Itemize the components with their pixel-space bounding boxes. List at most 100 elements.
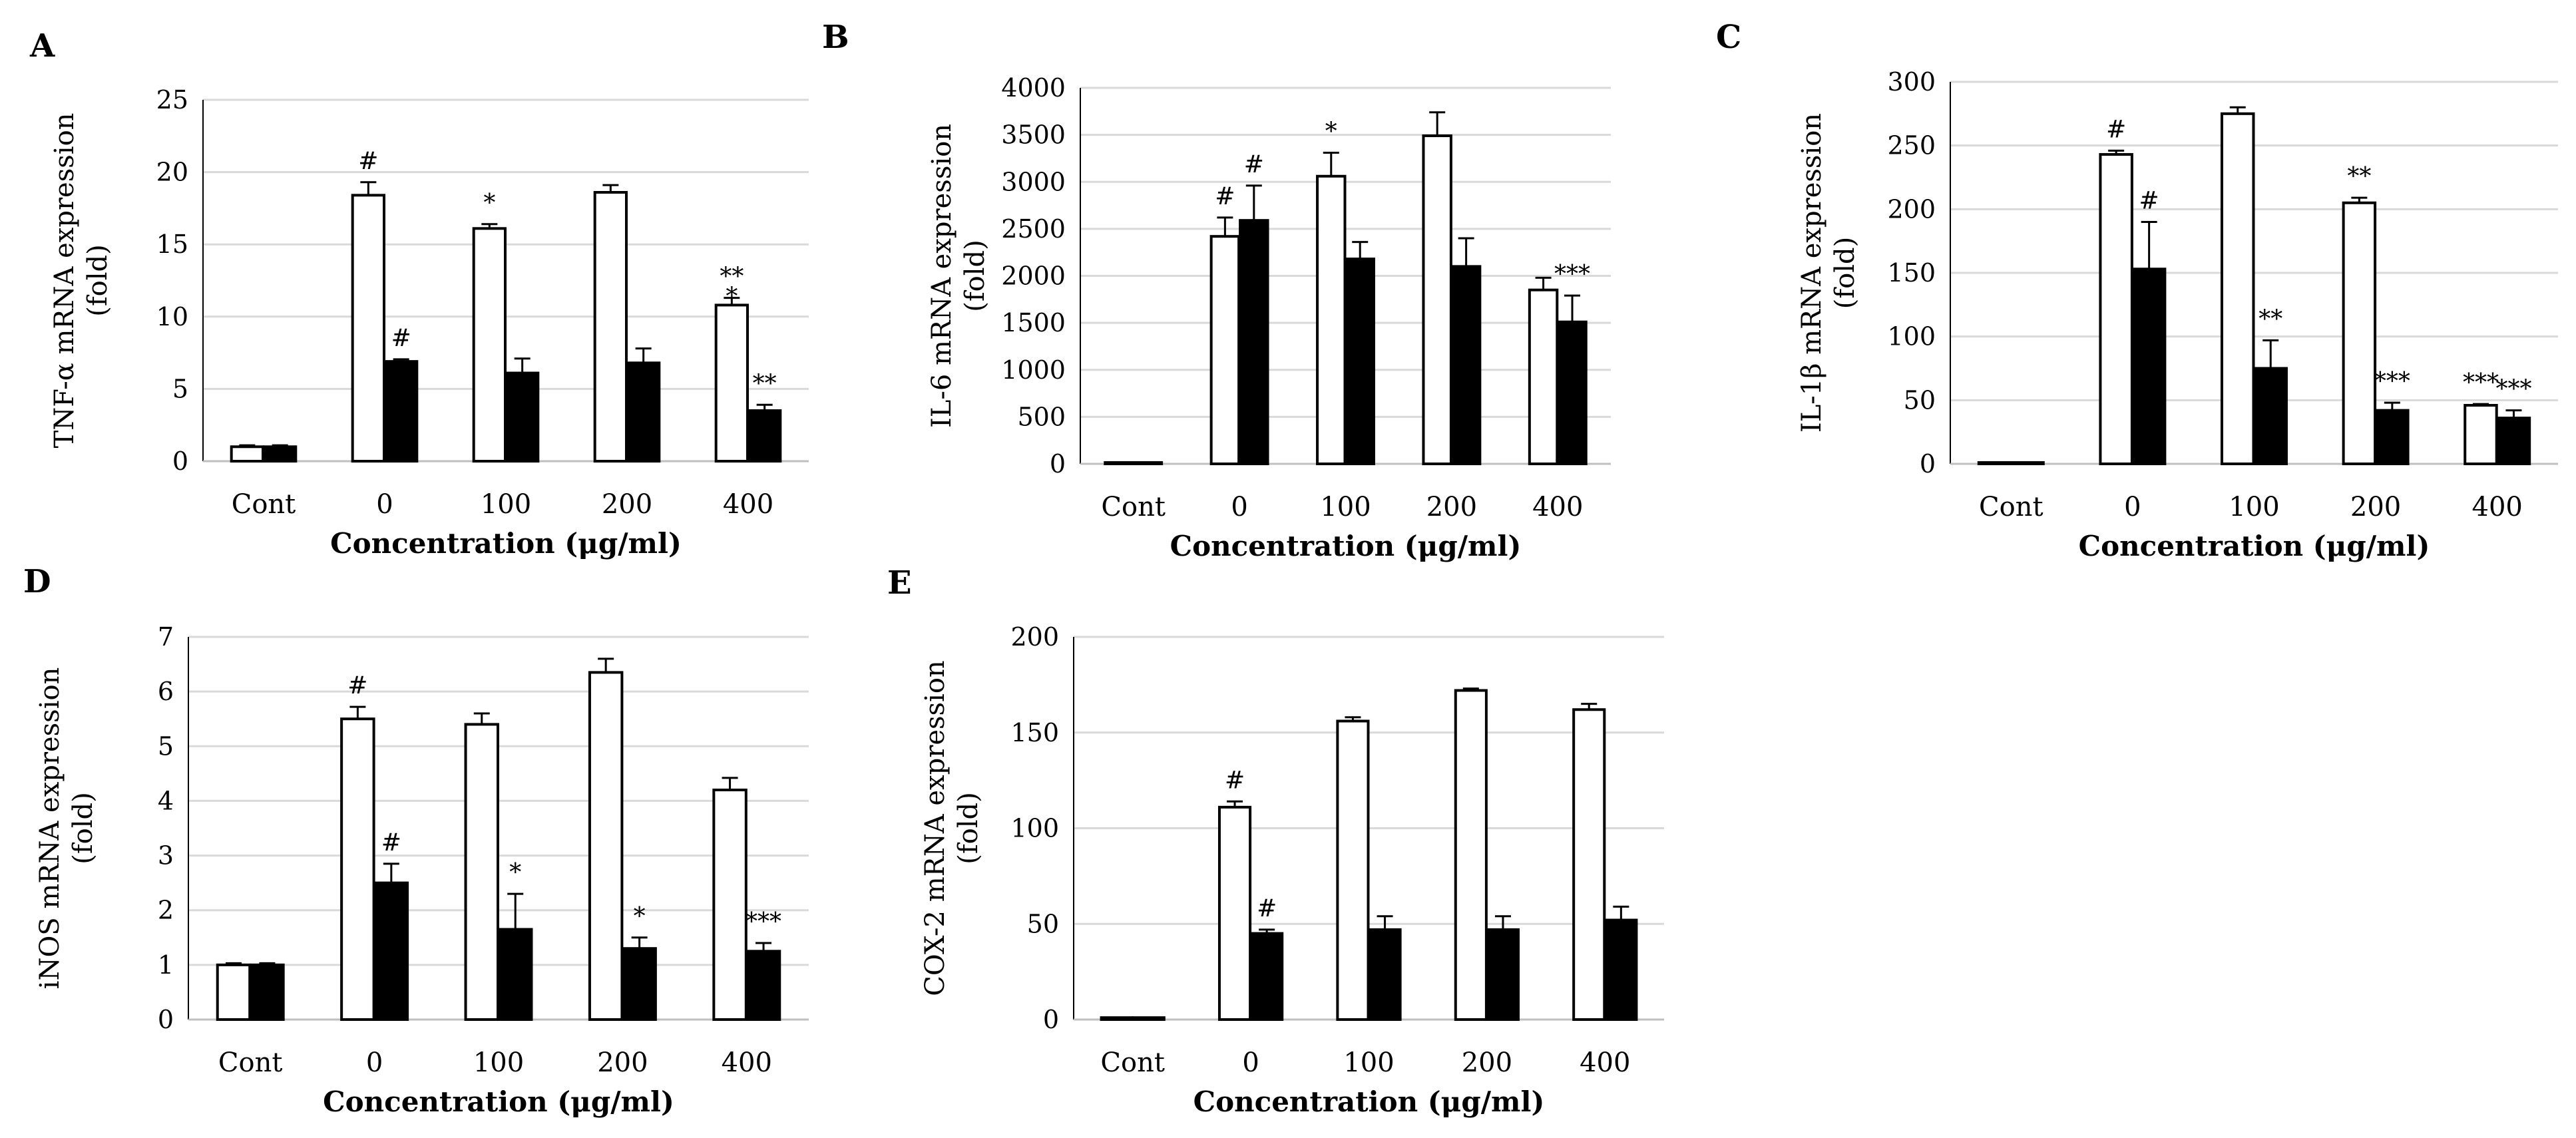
y-axis-title: iNOS mRNA expression bbox=[35, 667, 65, 990]
y-tick-label: 500 bbox=[1017, 402, 1066, 431]
x-tick-label: 0 bbox=[1242, 1047, 1259, 1078]
bar-open-400 bbox=[2464, 403, 2498, 466]
y-axis-title: TNF-α mRNA expression bbox=[49, 113, 80, 449]
y-tick-label: 4000 bbox=[1001, 73, 1066, 102]
y-axis-title-unit: (fold) bbox=[960, 240, 990, 312]
significance-mark: # bbox=[2139, 187, 2159, 214]
significance-mark: # bbox=[1244, 151, 1264, 178]
x-tick-label: 400 bbox=[723, 489, 773, 520]
bar-filled-200 bbox=[1450, 265, 1482, 465]
y-tick-label: 20 bbox=[156, 158, 188, 187]
x-axis-title: Concentration (μg/ml) bbox=[1170, 530, 1522, 562]
x-tick-label: 400 bbox=[1580, 1047, 1630, 1078]
bar-open-100 bbox=[464, 723, 500, 1022]
bar-filled-100 bbox=[505, 371, 540, 463]
bar-open-cont bbox=[216, 963, 252, 1022]
y-axis-title-unit: (fold) bbox=[68, 792, 99, 864]
bar-filled-cont bbox=[2010, 461, 2045, 465]
y-tick-label: 5 bbox=[158, 731, 174, 761]
y-tick-label: 0 bbox=[1050, 449, 1066, 478]
panel-letter: E bbox=[887, 564, 912, 602]
bar-open-200 bbox=[593, 191, 628, 463]
bar-open-0 bbox=[351, 194, 385, 463]
y-axis-title: IL-1β mRNA expression bbox=[1797, 113, 1827, 433]
bar-filled-0 bbox=[373, 881, 409, 1021]
y-tick-label: 4 bbox=[158, 786, 174, 815]
bar-filled-100 bbox=[1345, 258, 1375, 465]
y-tick-label: 50 bbox=[1027, 909, 1059, 938]
x-tick-label: 400 bbox=[2472, 492, 2523, 522]
bar-open-cont bbox=[1104, 461, 1134, 465]
x-tick-label: 200 bbox=[597, 1047, 648, 1078]
x-tick-label: 0 bbox=[2124, 492, 2141, 522]
x-tick-label: Cont bbox=[1979, 492, 2043, 522]
bar-filled-100 bbox=[2253, 367, 2288, 465]
bar-open-200 bbox=[2342, 201, 2377, 465]
x-tick-label: 200 bbox=[1426, 492, 1477, 522]
y-tick-label: 3500 bbox=[1001, 120, 1066, 150]
bar-open-0 bbox=[340, 717, 375, 1021]
y-tick-label: 1 bbox=[158, 950, 174, 980]
y-tick-label: 1500 bbox=[1001, 308, 1066, 337]
x-axis-title: Concentration (μg/ml) bbox=[1193, 1085, 1545, 1118]
x-tick-label: 200 bbox=[602, 489, 652, 520]
panel-letter: C bbox=[1716, 19, 1741, 56]
x-tick-label: 0 bbox=[366, 1047, 383, 1078]
bar-filled-cont bbox=[1132, 461, 1164, 465]
y-axis-title: COX-2 mRNA expression bbox=[920, 660, 951, 996]
y-tick-label: 0 bbox=[1043, 1005, 1059, 1034]
y-tick-label: 3000 bbox=[1001, 167, 1066, 196]
bar-open-cont bbox=[230, 445, 264, 463]
y-tick-label: 100 bbox=[1010, 814, 1059, 843]
bar-open-200 bbox=[1454, 689, 1488, 1021]
x-tick-label: Cont bbox=[232, 489, 296, 520]
bar-filled-0 bbox=[2131, 268, 2167, 465]
y-tick-label: 150 bbox=[1887, 258, 1936, 287]
chart-panel-e: E 0 50 100 150 200 Cont # #0 100 200 400 Concentrati… bbox=[887, 564, 1664, 1118]
y-tick-label: 250 bbox=[1887, 131, 1936, 160]
significance-mark: # bbox=[391, 325, 411, 352]
bar-open-200 bbox=[588, 671, 624, 1021]
y-tick-label: 6 bbox=[158, 677, 174, 706]
x-tick-label: 100 bbox=[481, 489, 531, 520]
chart-panel-b: B 0 500 1000 1500 2000 2500 3000 3500 4000 Cont # #0… bbox=[822, 19, 1611, 562]
bar-open-100 bbox=[1316, 174, 1347, 465]
x-tick-label: 100 bbox=[2229, 492, 2279, 522]
y-tick-label: 1000 bbox=[1001, 355, 1066, 385]
y-tick-label: 2500 bbox=[1001, 214, 1066, 244]
x-tick-label: 200 bbox=[2350, 492, 2401, 522]
significance-mark: ** bbox=[2258, 305, 2282, 333]
bar-filled-100 bbox=[1368, 928, 1402, 1021]
bar-filled-0 bbox=[1239, 219, 1269, 465]
x-tick-label: Cont bbox=[1101, 492, 1166, 522]
y-tick-label: 50 bbox=[1904, 385, 1936, 415]
bar-open-cont bbox=[1977, 461, 2012, 465]
y-tick-label: 2 bbox=[158, 896, 174, 925]
x-axis-title: Concentration (μg/ml) bbox=[330, 527, 682, 560]
bar-open-cont bbox=[1100, 1016, 1134, 1021]
significance-mark: ** bbox=[753, 370, 777, 397]
y-axis-title-unit: (fold) bbox=[1830, 237, 1860, 309]
y-tick-label: 10 bbox=[156, 302, 188, 331]
bar-filled-200 bbox=[2375, 409, 2410, 466]
chart-panel-d: D 0 1 2 3 4 5 6 7 Cont # #0 * 100 * 200 *** 400 Concentrat… bbox=[23, 563, 809, 1118]
significance-mark: * bbox=[509, 859, 521, 886]
panel-letter: D bbox=[23, 563, 51, 600]
significance-mark: * bbox=[483, 190, 495, 217]
y-tick-label: 3 bbox=[158, 841, 174, 870]
y-tick-label: 200 bbox=[1887, 194, 1936, 224]
y-tick-label: 0 bbox=[1920, 449, 1936, 478]
bar-open-400 bbox=[1528, 288, 1559, 465]
bar-open-100 bbox=[472, 227, 507, 463]
x-tick-label: 100 bbox=[1343, 1047, 1394, 1078]
y-tick-label: 25 bbox=[156, 85, 188, 114]
y-tick-label: 2000 bbox=[1001, 262, 1066, 291]
y-tick-label: 200 bbox=[1010, 622, 1059, 652]
significance-mark: # bbox=[1225, 767, 1245, 794]
bar-filled-0 bbox=[1250, 932, 1284, 1021]
y-tick-label: 0 bbox=[158, 1005, 174, 1034]
y-tick-label: 15 bbox=[156, 230, 188, 259]
x-tick-label: 100 bbox=[473, 1047, 524, 1078]
bar-filled-200 bbox=[626, 361, 661, 463]
